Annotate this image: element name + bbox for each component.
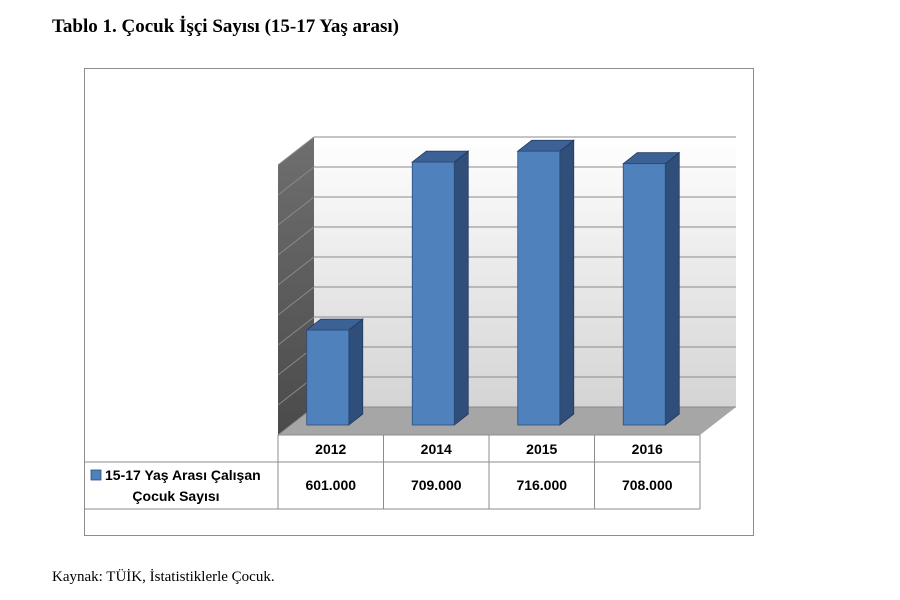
page-title: Tablo 1. Çocuk İşçi Sayısı (15-17 Yaş ar… bbox=[52, 16, 399, 37]
floor bbox=[278, 407, 736, 435]
legend-label: 15-17 Yaş Arası Çalışan bbox=[105, 467, 261, 483]
gridline-side bbox=[277, 166, 315, 196]
gridline-side bbox=[277, 256, 315, 286]
legend-key bbox=[90, 469, 102, 481]
source-note: Kaynak: TÜİK, İstatistiklerle Çocuk. bbox=[52, 569, 275, 585]
data-value-label: 709.000 bbox=[411, 477, 462, 493]
bar-2016 bbox=[622, 151, 681, 426]
bar-side bbox=[664, 151, 680, 426]
gridline-side bbox=[277, 196, 315, 226]
data-value-label: 601.000 bbox=[305, 477, 356, 493]
bar-front bbox=[306, 329, 350, 426]
gridline-side bbox=[277, 226, 315, 256]
data-table: 2012 601.000 2014 709.000 2015 716.000 2016 708… bbox=[84, 434, 701, 510]
data-value-label: 716.000 bbox=[516, 477, 567, 493]
x-tick-label: 2012 bbox=[315, 441, 346, 457]
legend-label: Çocuk Sayısı bbox=[132, 488, 219, 504]
bar-front bbox=[517, 150, 561, 426]
chart-bars bbox=[305, 139, 681, 426]
bar-side bbox=[348, 318, 364, 426]
bar-side bbox=[453, 150, 469, 426]
x-tick-label: 2014 bbox=[421, 441, 452, 457]
bar-side bbox=[559, 139, 575, 426]
gridline-side bbox=[277, 316, 315, 346]
bar-front bbox=[411, 161, 455, 426]
side-wall bbox=[278, 137, 314, 435]
gridline-side bbox=[277, 286, 315, 316]
bar-2012 bbox=[305, 318, 364, 426]
x-tick-label: 2015 bbox=[526, 441, 557, 457]
gridline-side bbox=[277, 136, 315, 166]
data-value-label: 708.000 bbox=[622, 477, 673, 493]
bar-2015 bbox=[516, 139, 575, 426]
bar-front bbox=[622, 163, 666, 426]
x-tick-label: 2016 bbox=[632, 441, 663, 457]
bar-2014 bbox=[411, 150, 470, 426]
